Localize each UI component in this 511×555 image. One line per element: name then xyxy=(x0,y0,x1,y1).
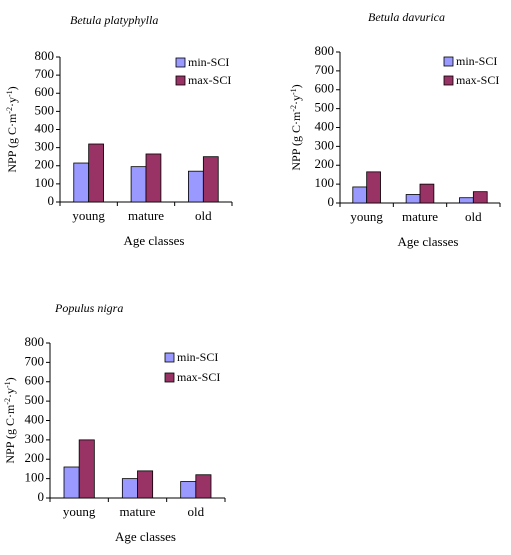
y-tick-label: 0 xyxy=(328,194,335,209)
legend-swatch-min-sci xyxy=(175,57,186,68)
x-tick-label: mature xyxy=(119,504,155,519)
chart-title: Betula platyphylla xyxy=(70,13,158,27)
legend-swatch-max-sci xyxy=(164,372,175,383)
y-tick-label: 100 xyxy=(315,175,335,190)
legend-swatch-max-sci xyxy=(175,75,186,86)
y-tick-label: 100 xyxy=(35,175,55,190)
y-tick-label: 700 xyxy=(35,66,55,81)
x-tick-label: old xyxy=(188,504,205,519)
y-tick-label: 400 xyxy=(315,118,335,133)
y-tick-label: 600 xyxy=(25,373,45,388)
legend-label-min-sci: min-SCI xyxy=(456,54,497,68)
y-tick-label: 400 xyxy=(25,411,45,426)
legend-swatch-min-sci xyxy=(164,352,175,363)
y-tick-label: 200 xyxy=(315,156,335,171)
legend-label-max-sci: max-SCI xyxy=(188,73,231,87)
x-tick-label: young xyxy=(63,504,96,519)
y-tick-label: 500 xyxy=(315,100,335,115)
legend-label-min-sci: min-SCI xyxy=(188,55,229,69)
x-tick-label: mature xyxy=(128,208,164,223)
y-tick-label: 0 xyxy=(38,489,45,504)
legend-swatch-min-sci xyxy=(443,56,454,67)
y-tick-label: 300 xyxy=(315,137,335,152)
bar-max-sci-young xyxy=(366,171,381,204)
bar-max-sci-young xyxy=(78,439,95,499)
y-tick-label: 600 xyxy=(35,84,55,99)
y-axis-label: NPP (g C·m-2·y-1) xyxy=(3,377,18,463)
x-tick-label: young xyxy=(350,209,383,224)
x-axis-label: Age classes xyxy=(115,529,176,544)
y-tick-label: 500 xyxy=(35,102,55,117)
bar-max-sci-mature xyxy=(145,153,162,203)
x-axis-label: Age classes xyxy=(123,233,184,248)
y-tick-label: 800 xyxy=(25,334,45,349)
bar-max-sci-old xyxy=(202,156,219,203)
y-tick-label: 800 xyxy=(315,43,335,58)
x-tick-label: mature xyxy=(402,209,438,224)
chart-title: Populus nigra xyxy=(54,301,123,315)
y-tick-label: 700 xyxy=(315,62,335,77)
x-tick-label: young xyxy=(72,208,105,223)
legend-label-max-sci: max-SCI xyxy=(177,370,220,384)
bar-max-sci-young xyxy=(88,143,104,203)
y-tick-label: 300 xyxy=(25,431,45,446)
y-tick-label: 100 xyxy=(25,470,45,485)
bar-min-sci-old xyxy=(180,481,197,499)
y-tick-label: 500 xyxy=(25,392,45,407)
y-tick-label: 200 xyxy=(25,450,45,465)
y-axis-label: NPP (g C·m-2·y-1) xyxy=(5,86,20,172)
legend-swatch-max-sci xyxy=(443,75,454,86)
y-tick-label: 300 xyxy=(35,139,55,154)
bar-max-sci-mature xyxy=(137,470,154,499)
y-axis-label: NPP (g C·m-2·y-1) xyxy=(289,84,304,170)
chart-title: Betula davurica xyxy=(368,10,445,24)
legend-label-min-sci: min-SCI xyxy=(177,350,218,364)
y-tick-label: 200 xyxy=(35,157,55,172)
bar-max-sci-mature xyxy=(419,183,435,204)
y-tick-label: 800 xyxy=(35,48,55,63)
bar-max-sci-old xyxy=(195,474,212,499)
bar-min-sci-young xyxy=(63,466,80,499)
x-axis-label: Age classes xyxy=(397,234,458,249)
bar-max-sci-old xyxy=(472,191,488,204)
x-tick-label: old xyxy=(465,209,482,224)
y-tick-label: 700 xyxy=(25,353,45,368)
x-tick-label: old xyxy=(195,208,212,223)
y-tick-label: 0 xyxy=(48,193,55,208)
y-tick-label: 400 xyxy=(35,120,55,135)
bar-min-sci-mature xyxy=(121,478,138,499)
legend-label-max-sci: max-SCI xyxy=(456,73,499,87)
y-tick-label: 600 xyxy=(315,81,335,96)
